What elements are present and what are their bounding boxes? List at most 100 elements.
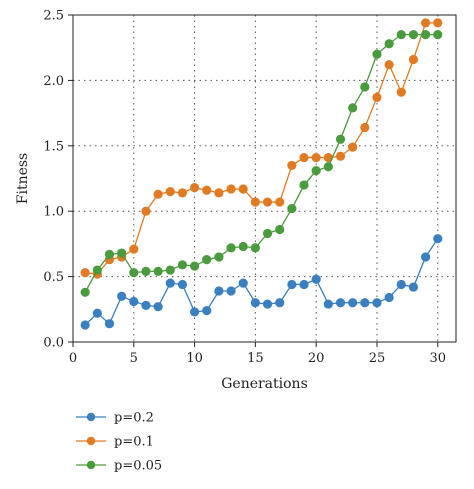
data-point [214, 188, 224, 198]
data-point [262, 228, 273, 239]
legend-entry-1: p=0.1 [76, 435, 154, 450]
legend-label: p=0.2 [114, 411, 154, 426]
data-point [335, 298, 346, 308]
data-point [311, 166, 321, 176]
data-point [299, 279, 309, 290]
data-point [372, 298, 382, 308]
data-point [408, 282, 419, 292]
data-point [153, 302, 163, 312]
data-point [226, 243, 236, 253]
data-point [165, 278, 175, 288]
data-point [348, 142, 358, 152]
data-point [92, 265, 102, 275]
data-point [433, 30, 443, 40]
data-point [238, 278, 248, 288]
legend-label: p=0.05 [114, 459, 162, 474]
data-point [384, 60, 394, 70]
data-point [250, 243, 260, 253]
data-point [129, 268, 139, 278]
data-point [433, 18, 443, 28]
data-point [348, 103, 358, 113]
data-point [360, 298, 370, 308]
data-point [421, 252, 431, 262]
data-point [311, 274, 321, 284]
series-line [84, 33, 438, 293]
data-point [275, 197, 285, 207]
y-tick-label: 0.0 [43, 336, 64, 351]
data-point [226, 286, 236, 296]
data-point [117, 291, 127, 301]
data-point [80, 268, 90, 278]
data-point [262, 197, 273, 207]
data-point [287, 279, 297, 290]
data-point [372, 49, 382, 59]
y-tick-label: 1.0 [43, 205, 64, 220]
data-point [177, 188, 188, 198]
x-tick-label: 20 [308, 351, 325, 366]
y-axis-label: Fitness [15, 153, 31, 205]
data-point [189, 183, 200, 193]
legend-marker [86, 436, 96, 446]
x-tick-label: 15 [247, 351, 264, 366]
data-point [141, 300, 151, 310]
data-point [250, 298, 260, 308]
data-point [323, 299, 333, 309]
series-2 [80, 30, 443, 297]
x-tick-label: 30 [429, 351, 446, 366]
data-point [153, 266, 163, 276]
data-point [360, 122, 370, 133]
series-line [84, 238, 439, 326]
data-point [214, 286, 224, 296]
data-point [92, 308, 102, 318]
data-point [299, 152, 309, 163]
data-point [335, 151, 346, 161]
data-point [165, 265, 175, 275]
data-point [348, 298, 358, 308]
axes: 0 5 10 15 20 25 30 0.0 0.5 1.0 1.5 2.0 2.5 Generation… [15, 9, 457, 392]
y-tick-label: 2.0 [43, 74, 64, 89]
data-point [384, 292, 394, 303]
data-point [226, 184, 236, 194]
legend: p=0.2 p=0.1 p=0.05 [76, 411, 162, 474]
data-point [177, 260, 188, 270]
data-point [141, 266, 151, 276]
series-1 [80, 18, 443, 279]
data-point [262, 299, 273, 309]
legend-marker [86, 460, 96, 470]
data-point [165, 186, 175, 197]
y-tick-label: 0.5 [43, 270, 64, 285]
x-tick-label: 25 [369, 351, 386, 366]
legend-marker [86, 412, 96, 422]
data-point [323, 152, 333, 163]
data-point [153, 189, 163, 199]
data-point [202, 306, 212, 316]
data-point [129, 296, 139, 307]
data-point [408, 54, 419, 65]
data-point [238, 241, 248, 252]
data-point [80, 320, 90, 330]
legend-entry-0: p=0.2 [76, 411, 154, 426]
data-point [396, 87, 406, 97]
plot-frame [72, 14, 457, 343]
data-point [384, 39, 394, 49]
data-point [372, 92, 382, 103]
y-tick-label: 1.5 [43, 139, 64, 154]
data-point [287, 203, 297, 214]
x-tick-label: 0 [69, 351, 77, 366]
data-point [421, 30, 431, 40]
data-point [335, 134, 346, 144]
data-point [275, 224, 285, 235]
grid [72, 14, 456, 343]
data-point [408, 30, 419, 40]
data-point [202, 185, 212, 195]
data-point [287, 160, 297, 171]
data-point [117, 248, 127, 258]
x-axis-label: Generations [221, 376, 308, 392]
x-tick-label: 5 [130, 351, 138, 366]
data-point [141, 206, 151, 216]
data-point [104, 249, 115, 259]
legend-entry-2: p=0.05 [76, 459, 162, 474]
data-point [202, 254, 212, 265]
data-point [250, 197, 260, 207]
data-point [189, 261, 200, 271]
